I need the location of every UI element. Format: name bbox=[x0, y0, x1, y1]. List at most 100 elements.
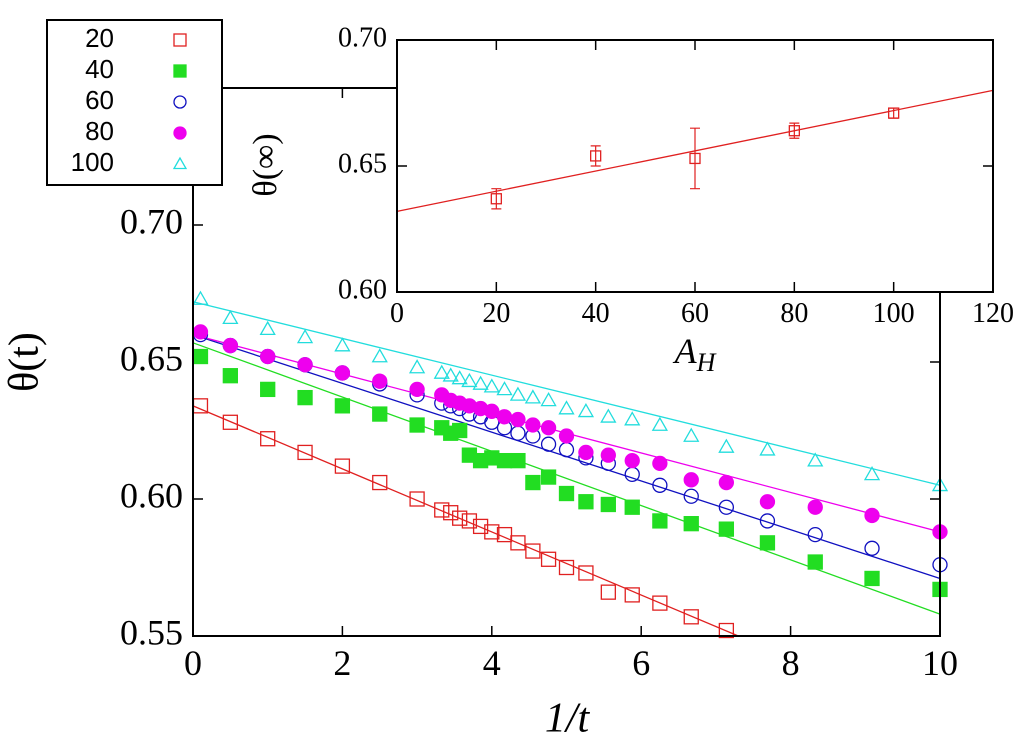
marker bbox=[334, 458, 351, 474]
marker bbox=[888, 107, 900, 119]
marker bbox=[297, 389, 313, 406]
marker bbox=[173, 64, 187, 78]
marker bbox=[434, 387, 450, 403]
marker bbox=[788, 125, 800, 137]
marker bbox=[173, 95, 187, 109]
marker bbox=[689, 152, 701, 165]
marker bbox=[600, 447, 616, 463]
x-tick-label: 120 bbox=[972, 298, 1014, 329]
marker bbox=[652, 477, 668, 493]
inset-frame bbox=[396, 39, 994, 293]
marker bbox=[590, 150, 602, 162]
legend-label: 40 bbox=[85, 54, 114, 84]
marker bbox=[652, 595, 668, 611]
marker bbox=[683, 427, 700, 442]
fit-line bbox=[192, 405, 739, 637]
marker bbox=[461, 447, 478, 463]
x-tick-label: 0 bbox=[184, 643, 202, 683]
error-bar bbox=[491, 188, 502, 210]
x-tick-label: 2 bbox=[333, 643, 351, 683]
marker bbox=[484, 524, 500, 540]
marker bbox=[510, 535, 526, 551]
error-bar bbox=[590, 145, 601, 167]
marker bbox=[652, 455, 668, 472]
marker bbox=[624, 499, 640, 515]
marker bbox=[683, 516, 699, 532]
marker bbox=[509, 386, 527, 401]
marker bbox=[807, 554, 823, 570]
fit-line bbox=[192, 342, 941, 615]
marker bbox=[864, 540, 880, 556]
marker bbox=[334, 398, 351, 414]
marker bbox=[192, 324, 209, 340]
marker bbox=[624, 411, 641, 426]
marker bbox=[807, 526, 823, 543]
marker bbox=[759, 535, 776, 551]
x-tick-label: 8 bbox=[782, 643, 800, 683]
x-tick-label: 6 bbox=[632, 643, 650, 683]
marker bbox=[372, 373, 388, 389]
marker bbox=[863, 466, 881, 481]
x-tick-label: 40 bbox=[582, 298, 610, 329]
marker bbox=[718, 438, 735, 453]
marker bbox=[558, 442, 575, 458]
marker bbox=[192, 290, 209, 305]
marker bbox=[496, 526, 513, 543]
y-tick-label: 0.55 bbox=[120, 612, 183, 652]
marker bbox=[525, 417, 541, 433]
marker bbox=[600, 408, 617, 423]
marker bbox=[452, 510, 468, 526]
marker bbox=[807, 499, 823, 515]
marker bbox=[296, 329, 314, 344]
y-axis-label: θ(∞) bbox=[247, 133, 284, 196]
marker bbox=[434, 420, 450, 436]
marker bbox=[472, 518, 489, 535]
marker bbox=[510, 425, 526, 441]
marker bbox=[652, 513, 668, 529]
marker bbox=[524, 389, 542, 404]
marker bbox=[260, 348, 276, 365]
marker bbox=[577, 403, 595, 418]
marker bbox=[260, 381, 276, 398]
x-tick-label: 60 bbox=[681, 298, 709, 329]
marker bbox=[683, 609, 699, 625]
marker bbox=[624, 452, 640, 469]
marker bbox=[490, 193, 502, 205]
marker bbox=[718, 521, 735, 537]
marker bbox=[472, 375, 489, 390]
marker bbox=[558, 400, 575, 415]
marker bbox=[540, 551, 557, 567]
y-tick-label: 0.70 bbox=[120, 201, 183, 241]
marker bbox=[578, 444, 594, 461]
marker bbox=[334, 337, 351, 352]
marker bbox=[372, 406, 388, 422]
marker bbox=[371, 348, 388, 363]
marker bbox=[260, 431, 276, 447]
marker bbox=[864, 507, 880, 524]
x-tick-label: 20 bbox=[482, 298, 510, 329]
legend-label: 80 bbox=[85, 116, 114, 146]
marker bbox=[683, 472, 699, 488]
marker bbox=[222, 414, 239, 430]
marker bbox=[372, 474, 388, 491]
marker bbox=[540, 469, 557, 485]
marker bbox=[443, 505, 459, 521]
marker bbox=[759, 494, 776, 510]
legend-label: 60 bbox=[85, 85, 114, 115]
y-tick-label: 0.60 bbox=[338, 274, 387, 305]
marker bbox=[173, 126, 187, 140]
x-tick-label: 4 bbox=[483, 643, 501, 683]
marker bbox=[525, 543, 541, 559]
marker bbox=[864, 570, 880, 587]
y-tick-label: 0.65 bbox=[120, 338, 183, 378]
marker bbox=[558, 559, 575, 576]
marker bbox=[510, 411, 526, 428]
legend-box bbox=[46, 19, 223, 186]
marker bbox=[578, 494, 594, 510]
marker bbox=[334, 365, 351, 381]
marker bbox=[192, 348, 209, 365]
marker bbox=[408, 359, 426, 374]
marker bbox=[496, 452, 513, 469]
marker bbox=[759, 441, 776, 456]
